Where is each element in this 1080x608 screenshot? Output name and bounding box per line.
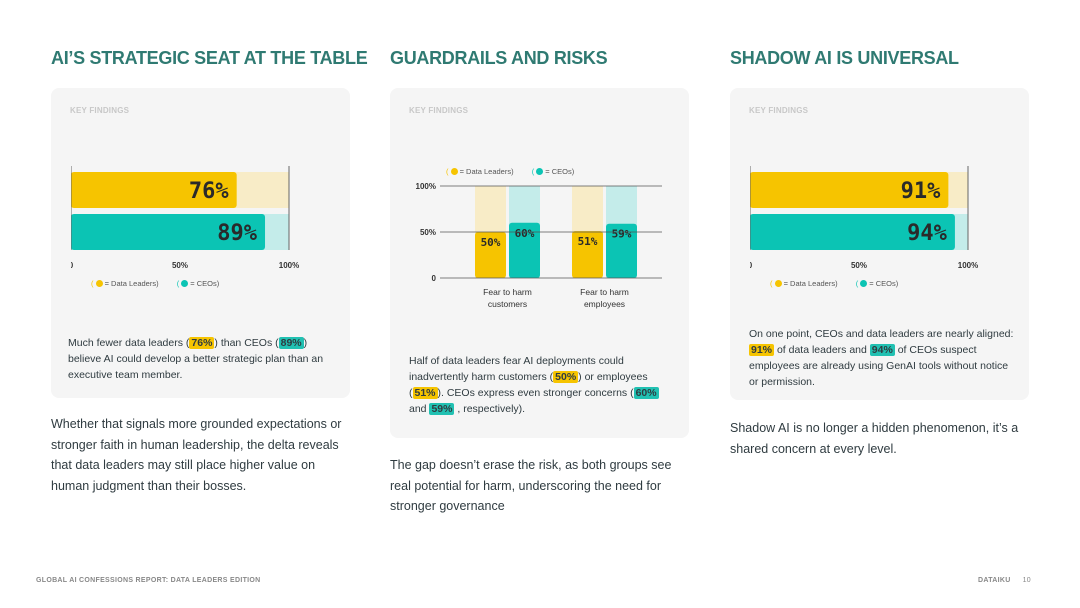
- bar-value-label: 51%: [578, 235, 598, 248]
- bar-value-label: 94%: [907, 221, 947, 246]
- key-findings-label: KEY FINDINGS: [70, 106, 130, 115]
- highlight-50: 50%: [553, 371, 579, 383]
- footer-brand: DATAIKU: [978, 577, 1011, 584]
- legend-data-leaders: ( = Data Leaders): [91, 279, 159, 288]
- chart-legend: ( = Data Leaders) ( = CEOs): [770, 279, 914, 288]
- legend-ceos: ( = CEOs): [531, 167, 575, 176]
- section-title-guardrails: GUARDRAILS AND RISKS: [390, 48, 608, 68]
- category-label: Fear to harm: [580, 287, 629, 297]
- vbar-chart-guardrails: 50% 60% Fear to harm customers 51% 59% Fear to…: [416, 182, 662, 309]
- bar-value-label: 60%: [515, 227, 535, 240]
- legend-ceos: ( = CEOs): [176, 279, 220, 288]
- bar-data-leaders: [475, 232, 506, 278]
- x-tick-label: 50%: [172, 261, 188, 270]
- bar-ceos: [71, 214, 266, 250]
- hbar-chart-shadow: 91% 94% 0 50% 100%: [750, 166, 978, 270]
- hbar-chart-strategic: 76% 89% 0 50% 100%: [71, 166, 299, 270]
- category-label: employees: [584, 299, 625, 309]
- yellow-dot-icon: [774, 280, 782, 287]
- footer-brand-page: DATAIKU 10: [978, 577, 1031, 584]
- body-paragraph-1: Whether that signals more grounded expec…: [51, 417, 342, 493]
- teal-dot-icon: [536, 168, 544, 175]
- bar-ceos: [606, 223, 637, 278]
- y-tick-label: 0: [432, 274, 437, 283]
- key-findings-card-1: KEY FINDINGS 76% 89% 0 50% 100% ( = Data Lea…: [51, 88, 350, 398]
- bar-value-label: 50%: [481, 236, 501, 249]
- section-title-shadow-ai: SHADOW AI IS UNIVERSAL: [730, 48, 959, 68]
- legend-data-leaders: ( = Data Leaders): [770, 279, 838, 288]
- key-findings-label: KEY FINDINGS: [409, 106, 469, 115]
- bar-value-label: 89%: [217, 221, 257, 246]
- x-tick-label: 0: [71, 261, 74, 270]
- body-paragraph-2: The gap doesn’t erase the risk, as both …: [390, 458, 672, 513]
- section-title-strategic-seat: AI’S STRATEGIC SEAT AT THE TABLE: [51, 48, 368, 68]
- key-findings-card-3: KEY FINDINGS 91% 94% 0 50% 100% ( = Data Lea…: [730, 88, 1029, 400]
- bar-value-label: 76%: [189, 179, 229, 204]
- finding-caption: On one point, CEOs and data leaders are …: [749, 328, 1014, 388]
- x-tick-label: 100%: [279, 261, 299, 270]
- highlight-60: 60%: [633, 387, 659, 399]
- yellow-dot-icon: [95, 280, 103, 287]
- key-findings-card-2: KEY FINDINGS ( = Data Leaders) ( = CEOs)…: [390, 88, 689, 438]
- finding-caption: Much fewer data leaders (76%) than CEOs …: [68, 337, 324, 381]
- bar-ceos: [750, 214, 955, 250]
- highlight-94: 94%: [869, 344, 895, 356]
- category-label: Fear to harm: [483, 287, 532, 297]
- highlight-59: 59%: [429, 403, 455, 415]
- bar-ceos: [509, 222, 540, 278]
- x-tick-label: 0: [750, 261, 753, 270]
- legend-data-leaders: ( = Data Leaders): [446, 167, 514, 176]
- chart-legend: ( = Data Leaders) ( = CEOs): [91, 279, 235, 288]
- yellow-dot-icon: [450, 168, 458, 175]
- bar-data-leaders: [71, 172, 237, 208]
- bar-data-leaders: [572, 231, 603, 278]
- footer-report-title: GLOBAL AI CONFESSIONS REPORT: DATA LEADE…: [36, 577, 261, 584]
- chart-legend: ( = Data Leaders) ( = CEOs): [446, 167, 590, 176]
- teal-dot-icon: [860, 280, 868, 287]
- x-tick-label: 50%: [851, 261, 867, 270]
- page-number: 10: [1022, 577, 1031, 584]
- legend-ceos: ( = CEOs): [855, 279, 899, 288]
- category-label: customers: [488, 299, 527, 309]
- teal-dot-icon: [181, 280, 189, 287]
- highlight-76: 76%: [189, 337, 215, 349]
- body-paragraph-3: Shadow AI is no longer a hidden phenomen…: [730, 421, 1019, 456]
- bar-data-leaders: [750, 172, 949, 208]
- bar-value-label: 91%: [901, 179, 941, 204]
- finding-caption: Half of data leaders fear AI deployments…: [409, 355, 659, 415]
- highlight-51: 51%: [412, 387, 438, 399]
- x-tick-label: 100%: [958, 261, 978, 270]
- y-tick-label: 100%: [416, 182, 436, 191]
- highlight-91: 91%: [749, 344, 775, 356]
- highlight-89: 89%: [278, 337, 304, 349]
- key-findings-label: KEY FINDINGS: [749, 106, 809, 115]
- y-tick-label: 50%: [420, 228, 436, 237]
- bar-value-label: 59%: [612, 228, 632, 241]
